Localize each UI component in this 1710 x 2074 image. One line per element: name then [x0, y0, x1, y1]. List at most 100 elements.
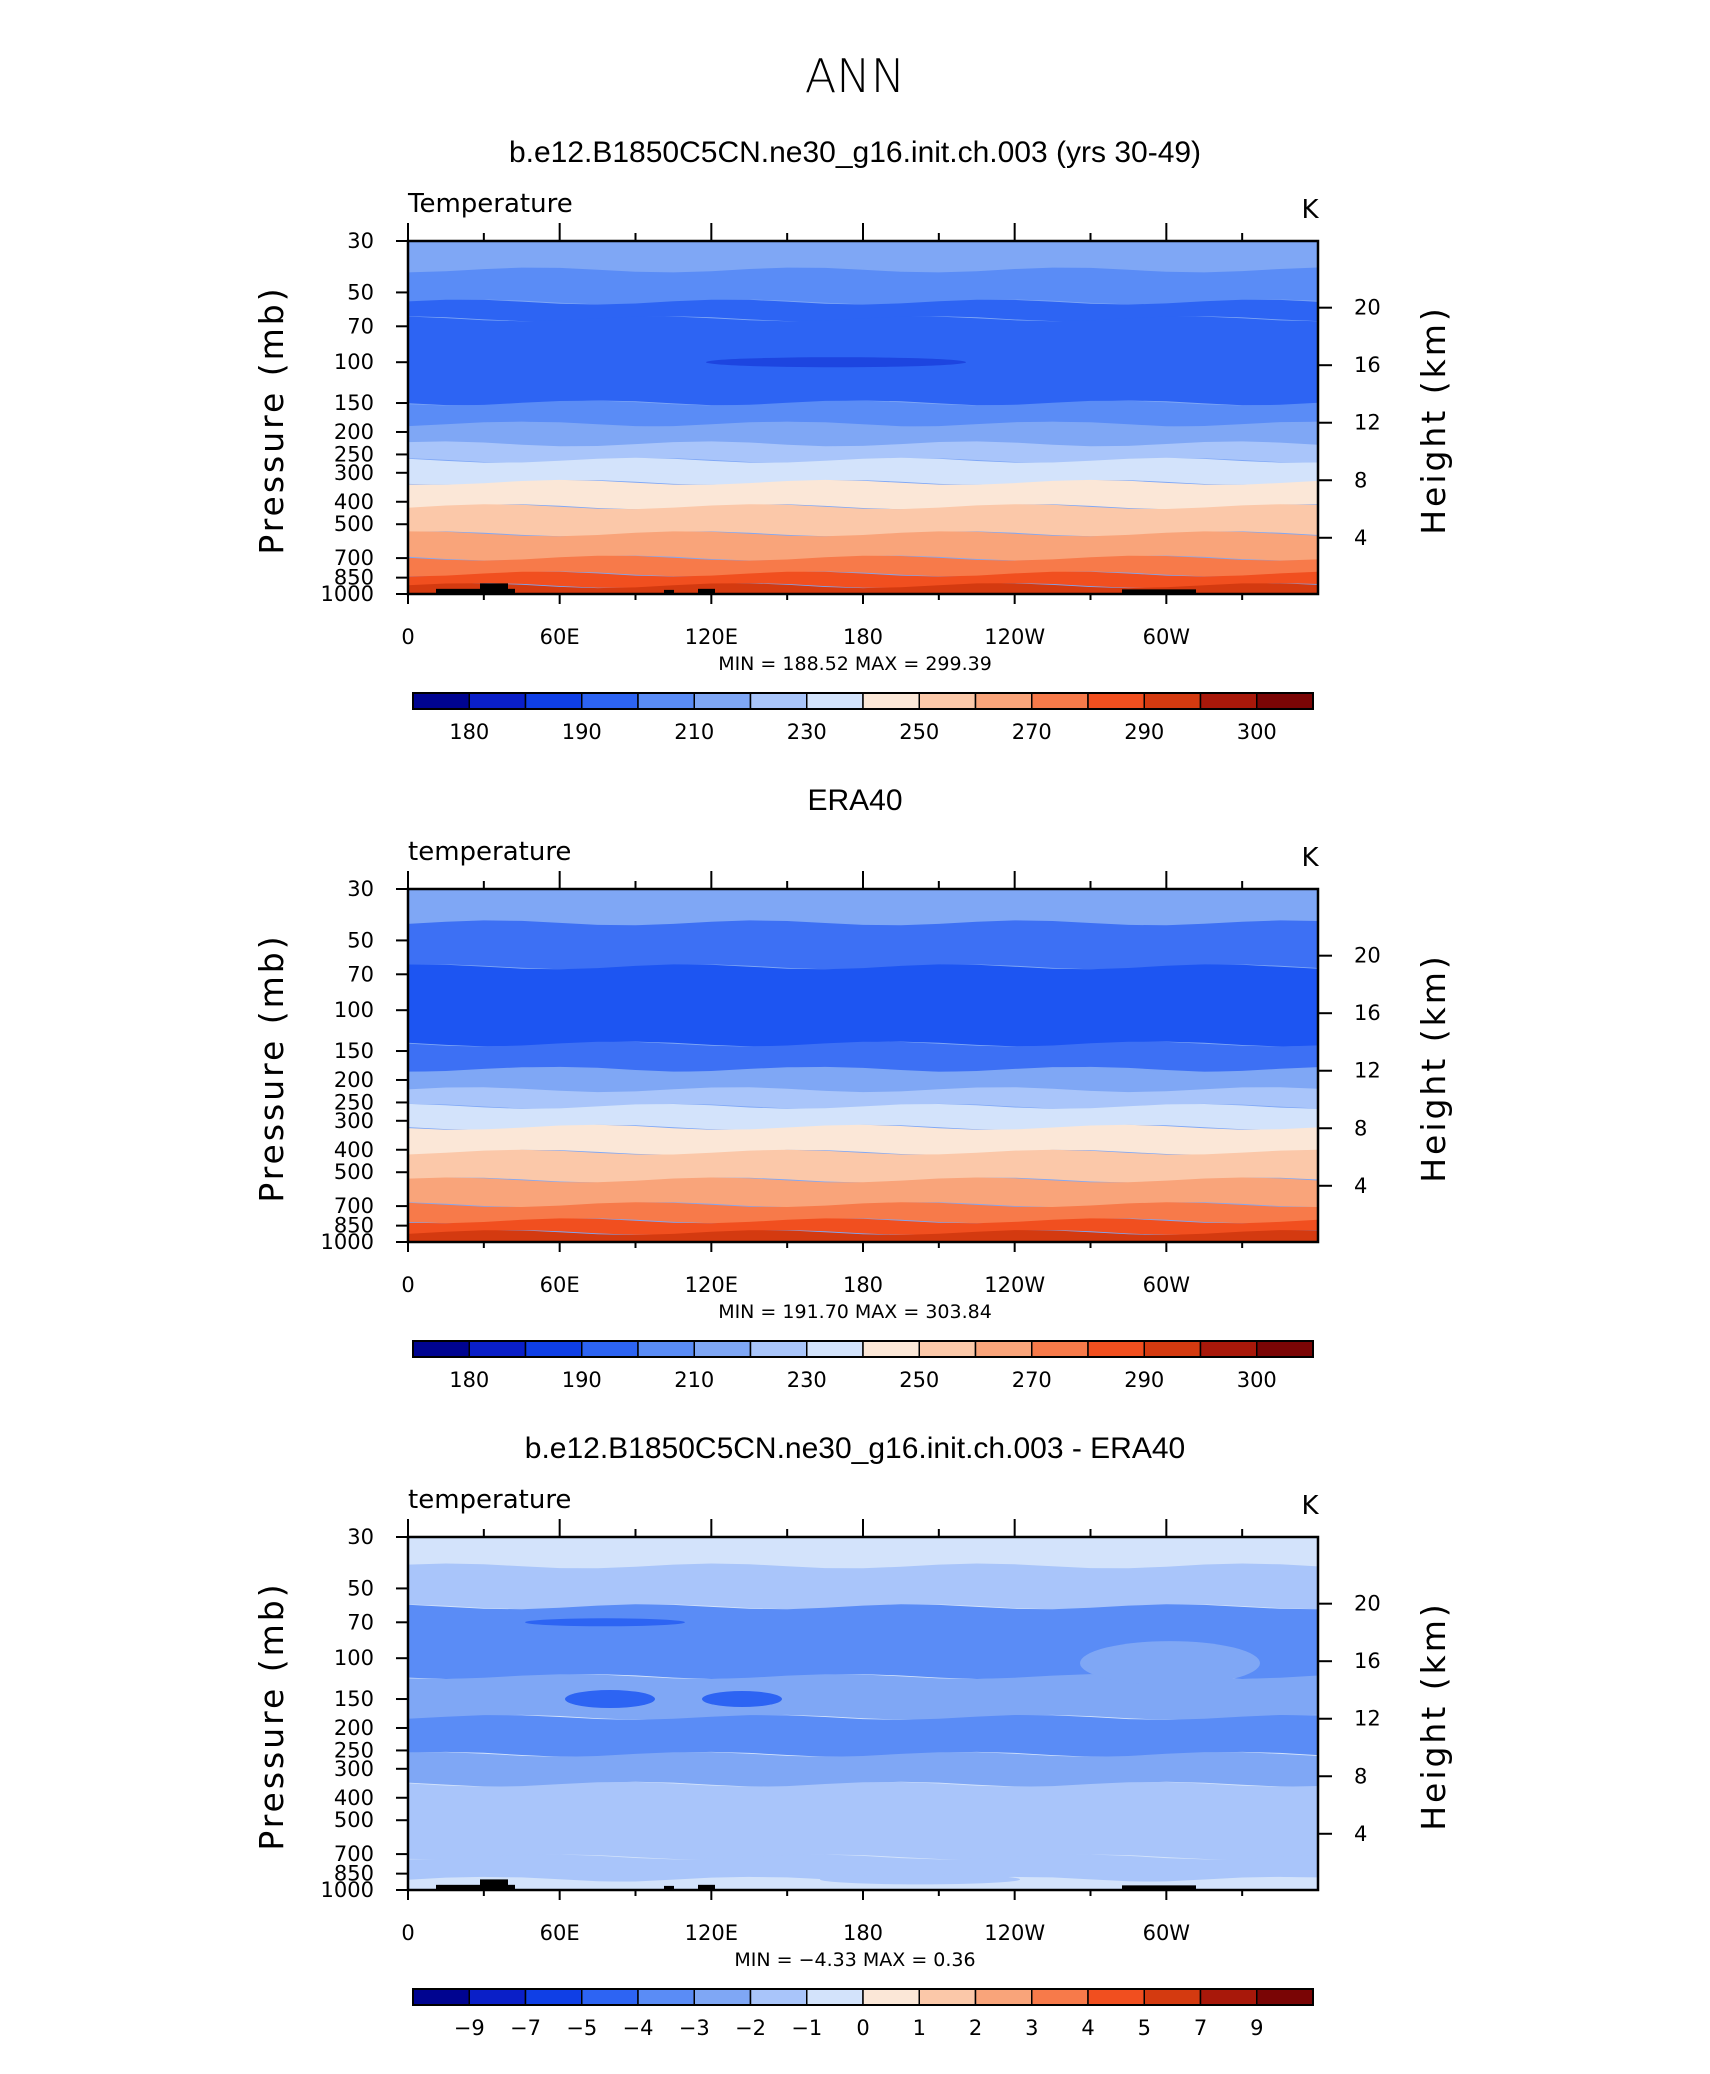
colorbar-label: 230: [787, 720, 827, 744]
terrain-mask: [698, 588, 715, 594]
colorbar-label: −1: [791, 2016, 822, 2040]
contour-band: [408, 1230, 1318, 1242]
y-tick-label: 30: [347, 1525, 374, 1549]
x-tick-label: 60E: [540, 625, 580, 649]
colorbar-swatch: [806, 1340, 864, 1358]
colorbar-label: 180: [449, 720, 489, 744]
min-max-label: MIN = 191.70 MAX = 303.84: [718, 1301, 992, 1323]
y-tick-label: 500: [334, 512, 374, 536]
colorbar-swatch: [974, 1988, 1033, 2006]
y-tick-label: 500: [334, 1808, 374, 1832]
contour-band: [408, 441, 1318, 463]
y-tick-label: 150: [334, 391, 374, 415]
colorbar-swatch: [1256, 692, 1314, 710]
y-axis-label: Pressure (mb): [252, 285, 291, 554]
y-tick-label: 400: [334, 490, 374, 514]
y-tick-label: 300: [334, 461, 374, 485]
colorbar-label: 290: [1124, 720, 1164, 744]
colorbar-swatch: [1256, 1340, 1314, 1358]
contour-band: [408, 241, 1318, 273]
colorbar-label: 300: [1237, 1368, 1277, 1392]
y-tick-label: 1000: [321, 1878, 374, 1902]
y-tick-label: 1000: [321, 582, 374, 606]
contour-band: [408, 1202, 1318, 1224]
colorbar-swatch: [1031, 692, 1089, 710]
contour-band: [408, 889, 1318, 926]
y2-axis-label: Height (km): [1414, 305, 1453, 535]
panel-title: b.e12.B1850C5CN.ne30_g16.init.ch.003 - E…: [525, 1432, 1185, 1465]
contour-band: [408, 555, 1318, 577]
colorbar: 180 190 210 230 250 270 290 300: [412, 692, 1314, 744]
contour-band: [408, 1149, 1318, 1183]
anomaly-contour: [1080, 1641, 1260, 1686]
colorbar-swatch: [637, 692, 695, 710]
y-tick-label: 150: [334, 1687, 374, 1711]
colorbar-swatch: [1199, 1988, 1258, 2006]
y-tick-label: 250: [334, 442, 374, 466]
y-tick-label: 200: [334, 1068, 374, 1092]
colorbar-swatch: [918, 1988, 977, 2006]
units-label: K: [1301, 1491, 1319, 1521]
variable-label: temperature: [408, 837, 571, 867]
min-max-label: MIN = 188.52 MAX = 299.39: [718, 653, 992, 675]
colorbar-swatch: [862, 692, 920, 710]
x-tick-label: 60W: [1143, 1273, 1191, 1297]
contour-band: [408, 1067, 1318, 1092]
y-tick-label: 30: [347, 877, 374, 901]
colorbar: 180 190 210 230 250 270 290 300: [412, 1340, 1314, 1392]
colorbar-label: −4: [623, 2016, 654, 2040]
figure-title: ANN: [805, 49, 905, 103]
contour-band: [408, 1124, 1318, 1155]
variable-label: Temperature: [407, 189, 573, 219]
terrain-mask: [480, 1879, 508, 1890]
x-tick-label: 120E: [685, 1921, 738, 1945]
variable-label: temperature: [408, 1485, 571, 1515]
x-tick-label: 0: [401, 625, 414, 649]
colorbar-swatch: [1143, 1988, 1202, 2006]
colorbar-swatch: [412, 1988, 470, 2006]
contour-band: [408, 1752, 1318, 1787]
y2-axis-label: Height (km): [1414, 1601, 1453, 1831]
colorbar-label: 5: [1138, 2016, 1151, 2040]
colorbar-swatch: [1199, 1340, 1258, 1358]
x-tick-label: 120W: [984, 625, 1045, 649]
colorbar-swatch: [1087, 1988, 1145, 2006]
colorbar-swatch: [918, 1340, 977, 1358]
y-tick-label: 100: [334, 998, 374, 1022]
colorbar-label: 300: [1237, 720, 1277, 744]
y2-axis-label: Height (km): [1414, 953, 1453, 1183]
colorbar: −9 −7 −5 −4 −3 −2 −1 0 1 2 3 4 5 7 9: [412, 1988, 1314, 2040]
colorbar-label: 230: [787, 1368, 827, 1392]
y2-tick-label: 4: [1354, 526, 1367, 550]
y2-tick-label: 16: [1354, 1649, 1381, 1673]
contour-band: [408, 400, 1318, 427]
colorbar-swatch: [637, 1988, 695, 2006]
y-tick-label: 850: [334, 566, 374, 590]
y-tick-label: 700: [334, 1194, 374, 1218]
contour-band: [408, 531, 1318, 561]
x-tick-label: 180: [843, 625, 883, 649]
colorbar-swatch: [1143, 1340, 1202, 1358]
min-max-label: MIN = −4.33 MAX = 0.36: [734, 1949, 975, 1971]
x-tick-label: 180: [843, 1273, 883, 1297]
y-axis-label: Pressure (mb): [252, 933, 291, 1202]
y2-tick-label: 16: [1354, 353, 1381, 377]
y-tick-label: 1000: [321, 1230, 374, 1254]
y2-tick-label: 4: [1354, 1822, 1367, 1846]
panel-title: ERA40: [807, 784, 902, 817]
colorbar-swatch: [412, 692, 470, 710]
contour-band: [408, 299, 1318, 322]
anomaly-contour: [565, 1690, 655, 1709]
colorbar-swatch: [918, 692, 977, 710]
colorbar-swatch: [524, 1988, 583, 2006]
colorbar-label: 250: [899, 1368, 939, 1392]
terrain-mask: [1122, 589, 1196, 594]
y-tick-label: 30: [347, 229, 374, 253]
colorbar-swatch: [974, 692, 1033, 710]
y-tick-label: 300: [334, 1109, 374, 1133]
contour-band: [408, 571, 1318, 588]
contour-band: [408, 1218, 1318, 1235]
contour-band: [408, 1781, 1318, 1860]
